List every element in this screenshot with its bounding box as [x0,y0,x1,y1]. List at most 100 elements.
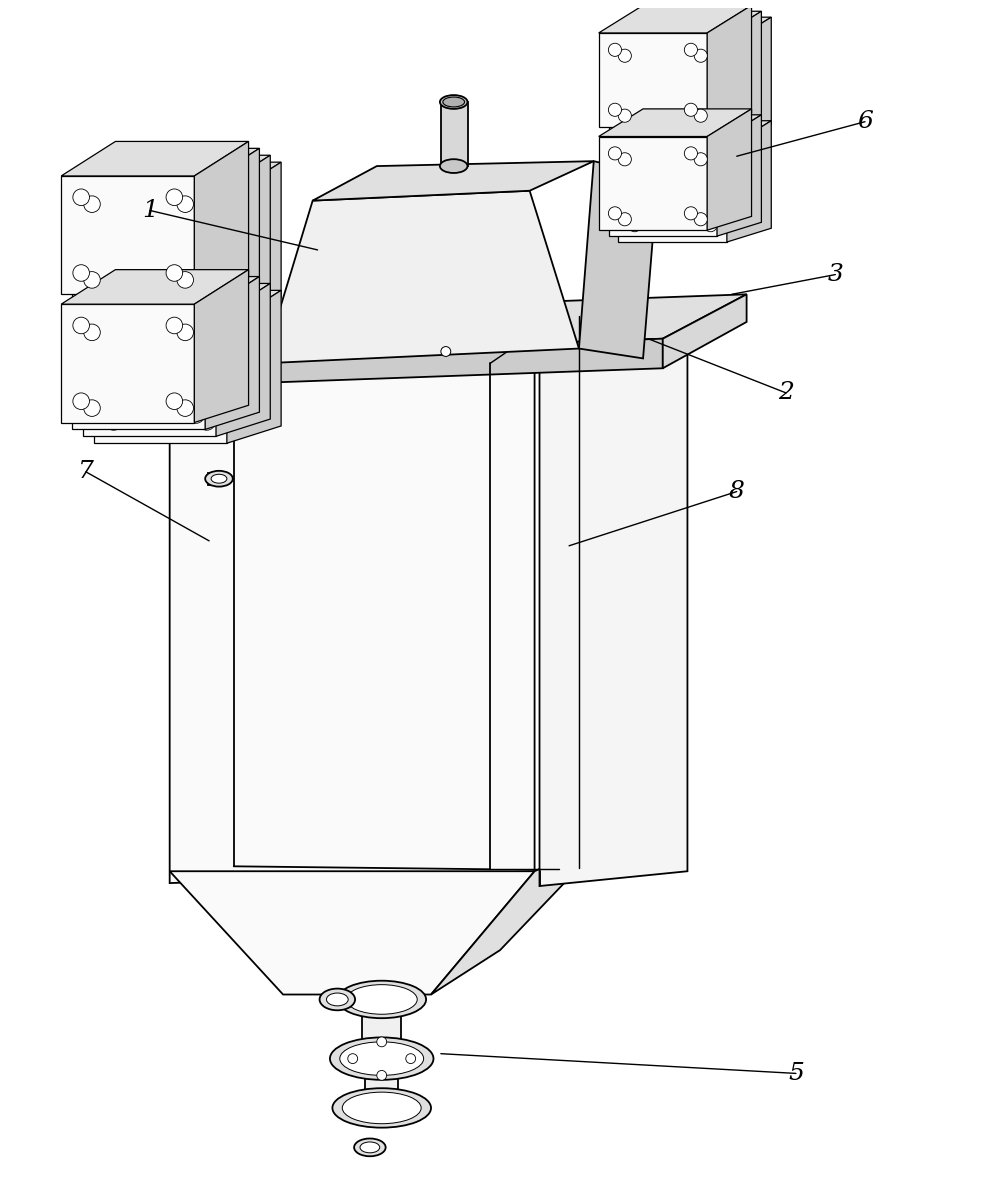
Circle shape [618,153,631,166]
Ellipse shape [340,1041,423,1075]
Circle shape [618,110,631,123]
Circle shape [704,219,717,231]
Polygon shape [431,837,609,995]
Circle shape [377,1070,387,1080]
Circle shape [406,1054,415,1063]
Circle shape [187,278,205,295]
Ellipse shape [443,98,465,107]
Polygon shape [83,283,270,318]
Text: 6: 6 [857,111,873,134]
Polygon shape [83,190,216,308]
Polygon shape [312,161,594,201]
Ellipse shape [330,1038,433,1080]
Polygon shape [195,270,249,423]
Polygon shape [539,300,687,886]
Polygon shape [365,1058,398,1103]
Polygon shape [94,196,227,315]
Circle shape [106,414,122,430]
Polygon shape [609,114,761,142]
Polygon shape [263,190,579,364]
Ellipse shape [206,471,233,486]
Circle shape [695,49,708,63]
Polygon shape [599,136,708,230]
Ellipse shape [343,1092,421,1123]
Circle shape [704,159,717,172]
Polygon shape [727,120,771,242]
Circle shape [628,55,641,69]
Circle shape [106,285,122,302]
Circle shape [84,272,100,288]
Circle shape [177,272,194,288]
Circle shape [628,219,641,231]
Circle shape [199,338,215,354]
Polygon shape [609,11,761,39]
Ellipse shape [439,95,468,108]
Polygon shape [227,290,281,443]
Polygon shape [440,102,469,166]
Circle shape [95,278,111,295]
Polygon shape [717,11,761,132]
Circle shape [166,393,182,409]
Circle shape [73,317,90,334]
Circle shape [199,285,215,302]
Ellipse shape [338,981,426,1019]
Polygon shape [120,338,663,388]
Text: 7: 7 [78,460,94,483]
Circle shape [95,407,111,424]
Polygon shape [94,290,281,325]
Circle shape [377,1037,387,1046]
Circle shape [187,331,205,348]
Circle shape [199,209,215,226]
Polygon shape [727,17,771,138]
Polygon shape [708,5,752,126]
Circle shape [348,1054,358,1063]
Circle shape [609,104,622,117]
Polygon shape [708,108,752,230]
Polygon shape [61,141,249,176]
Circle shape [177,324,194,341]
Ellipse shape [346,985,417,1014]
Polygon shape [663,294,747,368]
Polygon shape [227,163,281,315]
Polygon shape [169,361,534,883]
Polygon shape [206,277,259,430]
Polygon shape [609,142,717,236]
Circle shape [440,347,451,356]
Polygon shape [120,294,747,359]
Polygon shape [72,311,206,430]
Circle shape [618,213,631,226]
Ellipse shape [333,1088,431,1128]
Ellipse shape [360,1141,380,1152]
Circle shape [187,407,205,424]
Polygon shape [208,473,224,485]
Circle shape [177,400,194,417]
Circle shape [73,265,90,282]
Polygon shape [609,39,717,132]
Circle shape [166,317,182,334]
Polygon shape [216,155,270,308]
Circle shape [695,153,708,166]
Circle shape [73,393,90,409]
Polygon shape [72,148,259,183]
Circle shape [684,104,698,117]
Circle shape [684,207,698,220]
Polygon shape [83,155,270,190]
Polygon shape [362,999,401,1054]
Polygon shape [94,163,281,196]
Circle shape [106,338,122,354]
Polygon shape [599,5,752,33]
Polygon shape [195,141,249,294]
Circle shape [199,414,215,430]
Ellipse shape [354,1139,386,1156]
Circle shape [187,202,205,219]
Ellipse shape [211,474,227,483]
Circle shape [84,324,100,341]
Text: 1: 1 [142,199,158,222]
Text: 8: 8 [729,480,745,503]
Text: 5: 5 [788,1062,803,1085]
Polygon shape [599,33,708,126]
Polygon shape [618,148,727,242]
Circle shape [684,43,698,57]
Polygon shape [61,270,249,305]
Circle shape [84,196,100,212]
